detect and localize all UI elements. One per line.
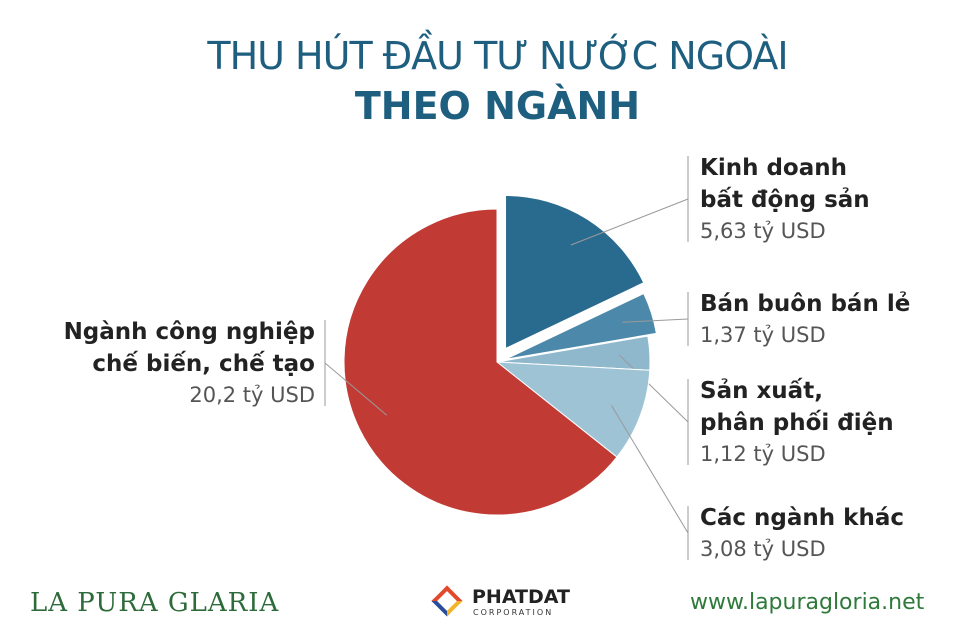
- slice-label: Sản xuất, phân phối điện 1,12 tỷ USD: [700, 375, 894, 469]
- value-label: 20,2 tỷ USD: [189, 383, 315, 407]
- logo-sub: CORPORATION: [473, 608, 554, 617]
- category-label: Bán buôn bán lẻ: [700, 291, 911, 317]
- leader-line: [622, 318, 689, 323]
- chart-title: THU HÚT ĐẦU TƯ NƯỚC NGOÀI: [207, 34, 788, 78]
- category-label: Các ngành khác: [700, 505, 904, 531]
- value-label: 1,12 tỷ USD: [700, 442, 826, 466]
- chart-subtitle: THEO NGÀNH: [354, 84, 641, 128]
- brand: LA PURA GLARIA: [30, 588, 280, 618]
- value-label: 3,08 tỷ USD: [700, 537, 826, 561]
- pie-slice: [343, 208, 618, 516]
- logo-name: PHATDAT: [472, 586, 570, 608]
- slice-label: Ngành công nghiệp chế biến, chế tạo 20,2 …: [64, 316, 315, 410]
- slice-label: Kinh doanh bất động sản 5,63 tỷ USD: [700, 152, 870, 246]
- pie-slice: [505, 292, 657, 360]
- leader-line: [324, 362, 388, 416]
- leader-line: [570, 198, 689, 246]
- pie-slice: [505, 194, 645, 350]
- website: www.lapuragloria.net: [690, 590, 925, 615]
- leader-line: [611, 405, 689, 534]
- leader-line: [618, 354, 689, 423]
- value-label: 5,63 tỷ USD: [700, 219, 826, 243]
- category-label: Kinh doanh bất động sản: [700, 155, 870, 213]
- slice-label: Bán buôn bán lẻ 1,37 tỷ USD: [700, 288, 910, 350]
- value-label: 1,37 tỷ USD: [700, 323, 826, 347]
- pie-slice: [495, 361, 651, 458]
- slice-label: Các ngành khác 3,08 tỷ USD: [700, 502, 904, 564]
- category-label: Ngành công nghiệp chế biến, chế tạo: [63, 319, 315, 377]
- category-label: Sản xuất, phân phối điện: [700, 378, 894, 436]
